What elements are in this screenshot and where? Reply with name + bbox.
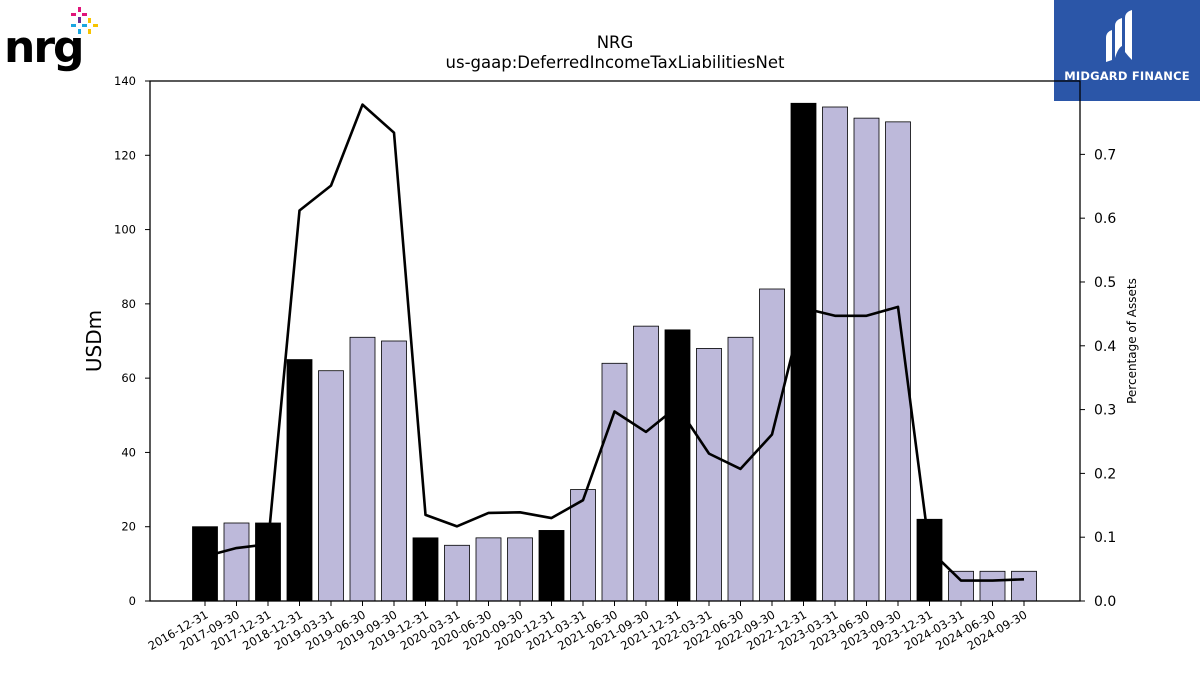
line-series: [204, 103, 1025, 582]
bar: [318, 370, 344, 602]
bar: [192, 526, 218, 602]
y2-tick-label: 0.7: [1094, 147, 1116, 163]
bar: [885, 121, 911, 602]
midgard-finance-logo: MIDGARD FINANCE: [1054, 0, 1200, 101]
y-tick-label: 40: [121, 445, 136, 459]
plot-area: 0 20 40 60 80 100 120 140 0.0 0.1 0.2 0.3 0.4 0.5 0.6 0…: [114, 74, 1116, 653]
bar: [507, 537, 533, 602]
nrg-logo-text: nrg: [4, 22, 83, 73]
y2-axis-label: Percentage of Assets: [1125, 278, 1139, 404]
y2-tick-label: 0.1: [1094, 530, 1116, 546]
registered-mark: ®: [72, 53, 78, 60]
bar: [948, 570, 974, 602]
y-tick-label: 60: [121, 371, 136, 385]
bar: [664, 329, 691, 602]
y-tick-label: 0: [129, 594, 136, 608]
y2-tick-label: 0.0: [1094, 594, 1116, 610]
bar: [853, 117, 880, 602]
bar: [790, 102, 817, 602]
bar: [381, 340, 407, 602]
partner-name: MIDGARD FINANCE: [1064, 69, 1190, 83]
y-tick-label: 100: [114, 223, 136, 237]
y-tick-label: 20: [121, 520, 136, 534]
y-tick-label: 120: [114, 148, 136, 162]
bar: [822, 106, 848, 602]
bar: [979, 570, 1006, 602]
bar: [538, 530, 565, 602]
y2-tick-label: 0.5: [1094, 275, 1116, 291]
chart-subtitle: us-gaap:DeferredIncomeTaxLiabilitiesNet: [446, 53, 785, 72]
bar: [349, 336, 376, 602]
y-tick-label: 80: [121, 297, 136, 311]
bar: [444, 544, 470, 602]
bar: [412, 537, 439, 602]
y2-tick-label: 0.4: [1094, 339, 1116, 355]
bar: [633, 325, 659, 602]
y2-tick-label: 0.3: [1094, 403, 1116, 419]
bar: [696, 348, 722, 602]
y2-tick-label: 0.6: [1094, 211, 1116, 227]
y-tick-label: 140: [114, 74, 136, 88]
bar: [223, 522, 250, 602]
y2-tick-label: 0.2: [1094, 466, 1116, 482]
nrg-logo: nrg ®: [4, 7, 98, 73]
bar: [1011, 570, 1037, 602]
bar: [601, 362, 628, 602]
nrg-plus-mark-icon: [71, 7, 98, 34]
chart-title: NRG: [597, 33, 634, 52]
bar: [475, 537, 502, 602]
bar: [916, 518, 943, 602]
midgard-m-icon: [1106, 10, 1132, 62]
bar: [286, 359, 313, 602]
y-axis-label: USDm: [82, 310, 106, 372]
